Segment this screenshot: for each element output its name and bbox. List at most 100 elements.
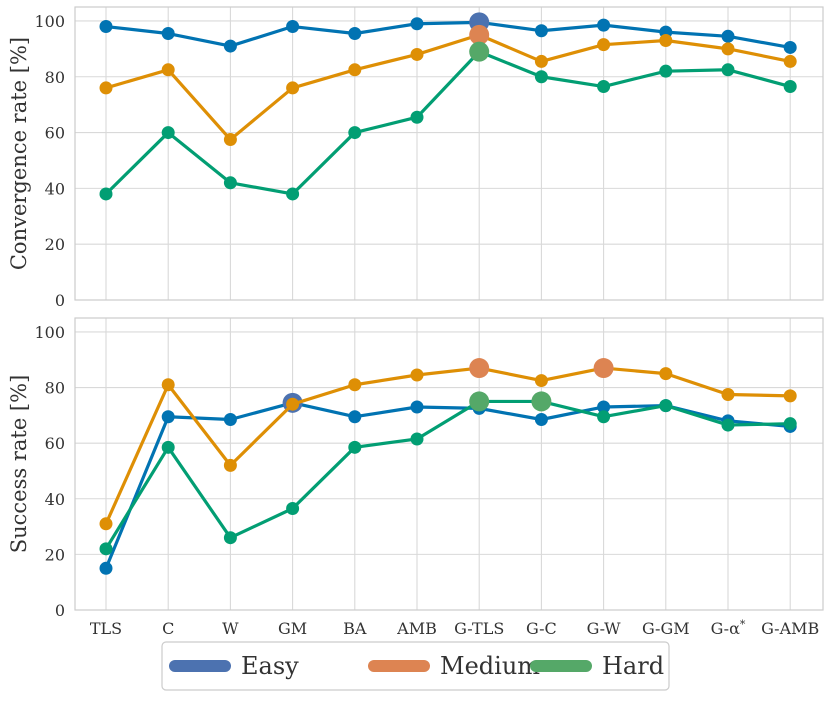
convergence-point-hard-4 — [348, 126, 362, 140]
convergence-point-medium-7 — [534, 54, 548, 68]
success-point-medium-3 — [286, 397, 300, 411]
convergence-point-easy-10 — [721, 29, 735, 43]
convergence-point-medium-4 — [348, 63, 362, 77]
success-panel-frame — [74, 317, 824, 611]
success-ylabel: Success rate [%] — [7, 375, 31, 554]
convergence-point-medium-6 — [469, 24, 490, 45]
legend-label-hard: Hard — [602, 652, 664, 680]
convergence-point-hard-0 — [99, 187, 113, 201]
success-point-hard-7 — [531, 391, 552, 412]
convergence-ytick-label-0: 0 — [55, 291, 65, 310]
convergence-point-medium-9 — [659, 33, 673, 47]
convergence-point-hard-3 — [286, 187, 300, 201]
convergence-ytick-label-40: 40 — [45, 179, 65, 198]
success-point-hard-8 — [597, 410, 611, 424]
convergence-panel-background — [75, 7, 823, 300]
convergence-point-hard-11 — [783, 80, 797, 94]
success-point-hard-0 — [99, 542, 113, 556]
success-ytick-label-60: 60 — [45, 434, 65, 453]
success-point-hard-2 — [223, 531, 237, 545]
success-ytick-label-40: 40 — [45, 490, 65, 509]
xtick-label-2: W — [222, 619, 239, 638]
xtick-label-9: G-GM — [642, 619, 690, 638]
success-point-hard-4 — [348, 440, 362, 454]
success-point-medium-7 — [534, 374, 548, 388]
convergence-point-easy-2 — [223, 39, 237, 53]
success-point-hard-6 — [469, 391, 490, 412]
xtick-label-8: G-W — [587, 619, 622, 638]
success-point-easy-4 — [348, 410, 362, 424]
convergence-point-hard-8 — [597, 80, 611, 94]
success-panel-background — [75, 318, 823, 610]
convergence-point-easy-0 — [99, 20, 113, 34]
legend-label-medium: Medium — [440, 652, 540, 680]
success-line-medium — [104, 366, 791, 525]
xtick-label-10: G-α* — [711, 618, 746, 638]
xtick-label-3: GM — [278, 619, 307, 638]
success-line-hard — [104, 399, 791, 550]
success-point-medium-5 — [410, 368, 424, 382]
convergence-ylabel: Convergence rate [%] — [7, 37, 31, 270]
convergence-point-hard-7 — [534, 70, 548, 84]
convergence-point-hard-5 — [410, 110, 424, 124]
convergence-point-medium-2 — [223, 133, 237, 147]
success-point-medium-0 — [99, 517, 113, 531]
success-point-medium-2 — [223, 458, 237, 472]
success-point-easy-8 — [597, 400, 611, 414]
convergence-point-easy-7 — [534, 24, 548, 38]
success-ytick-label-80: 80 — [45, 379, 65, 398]
convergence-point-easy-4 — [348, 27, 362, 41]
xtick-label-6: G-TLS — [454, 619, 504, 638]
convergence-ytick-label-60: 60 — [45, 124, 65, 143]
success-point-medium-9 — [659, 367, 673, 381]
success-point-medium-11 — [783, 389, 797, 403]
convergence-point-hard-2 — [223, 176, 237, 190]
success-point-medium-8 — [593, 358, 614, 379]
success-ytick-label-20: 20 — [45, 545, 65, 564]
convergence-point-easy-1 — [161, 27, 175, 41]
success-point-easy-2 — [223, 413, 237, 427]
convergence-point-medium-3 — [286, 81, 300, 95]
convergence-point-medium-1 — [161, 63, 175, 77]
success-point-medium-10 — [721, 387, 735, 401]
convergence-point-hard-1 — [161, 126, 175, 140]
convergence-panel-frame — [74, 6, 824, 301]
convergence-point-easy-11 — [783, 40, 797, 54]
convergence-point-hard-6 — [469, 41, 490, 62]
xtick-label-11: G-AMB — [761, 619, 819, 638]
success-point-hard-1 — [161, 440, 175, 454]
success-point-hard-9 — [659, 399, 673, 413]
success-point-hard-3 — [286, 501, 300, 515]
success-point-hard-11 — [783, 417, 797, 431]
success-point-hard-5 — [410, 432, 424, 446]
legend-label-easy: Easy — [241, 652, 299, 680]
success-ytick-label-0: 0 — [55, 601, 65, 620]
convergence-point-easy-8 — [597, 18, 611, 32]
convergence-point-hard-9 — [659, 64, 673, 78]
convergence-ytick-label-20: 20 — [45, 235, 65, 254]
convergence-point-hard-10 — [721, 63, 735, 77]
convergence-point-medium-8 — [597, 38, 611, 52]
convergence-point-medium-5 — [410, 47, 424, 61]
success-point-easy-1 — [161, 410, 175, 424]
convergence-point-medium-0 — [99, 81, 113, 95]
success-point-medium-4 — [348, 378, 362, 392]
success-point-easy-5 — [410, 400, 424, 414]
success-ytick-label-100: 100 — [34, 323, 65, 342]
convergence-point-medium-10 — [721, 42, 735, 56]
success-point-hard-10 — [721, 418, 735, 432]
convergence-point-easy-3 — [286, 20, 300, 34]
success-point-medium-1 — [161, 378, 175, 392]
success-point-medium-6 — [469, 358, 490, 379]
convergence-point-easy-5 — [410, 17, 424, 31]
convergence-point-medium-11 — [783, 54, 797, 68]
xtick-label-4: BA — [343, 619, 367, 638]
convergence-line-easy — [105, 20, 791, 50]
convergence-line-medium — [105, 33, 791, 142]
convergence-ytick-label-100: 100 — [34, 12, 65, 31]
convergence-line-hard — [104, 50, 791, 196]
xtick-label-1: C — [162, 619, 174, 638]
convergence-ytick-label-80: 80 — [45, 68, 65, 87]
